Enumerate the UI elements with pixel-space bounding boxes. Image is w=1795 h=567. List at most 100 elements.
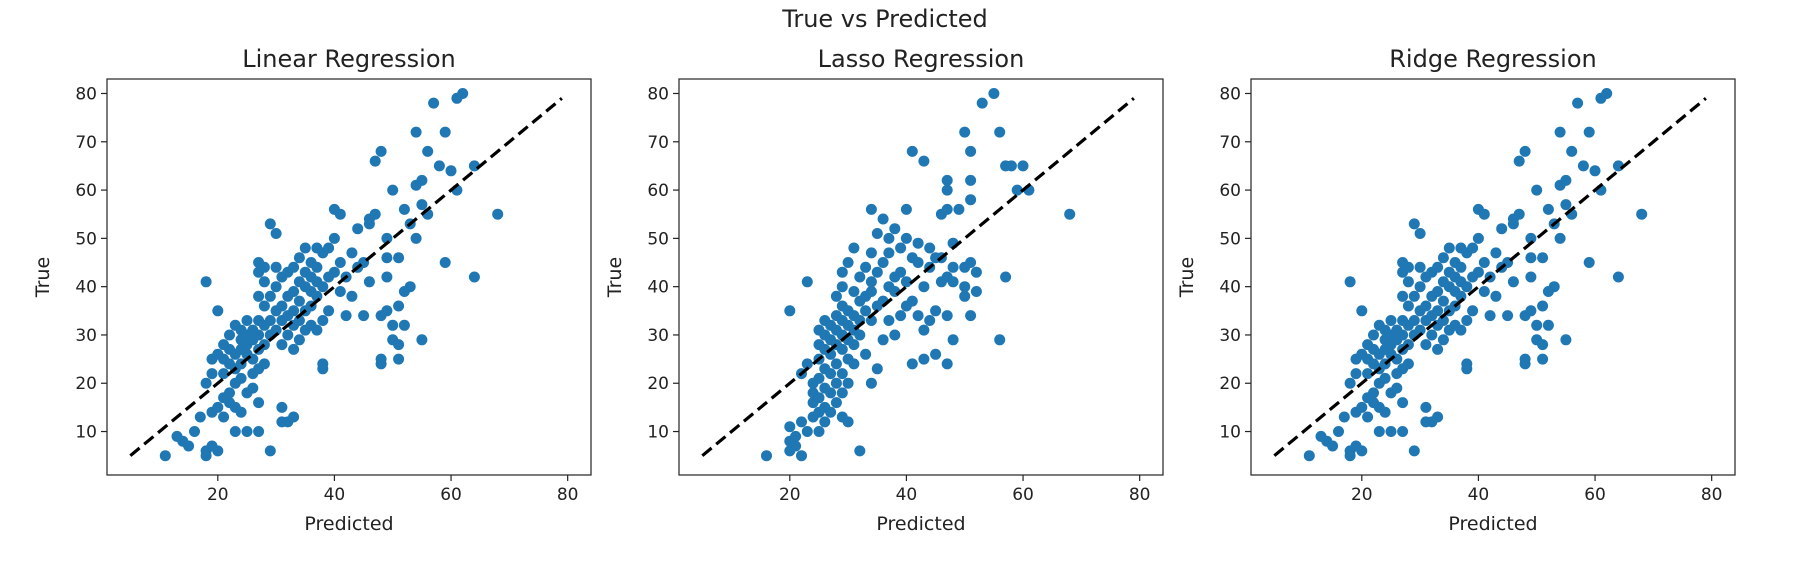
scatter-point: [334, 257, 346, 268]
y-tick-label: 10: [647, 423, 669, 443]
scatter-point: [422, 145, 434, 157]
scatter-point: [1478, 286, 1490, 297]
x-axis-label: Predicted: [304, 513, 393, 535]
scatter-point: [1408, 290, 1420, 302]
x-tick-label: 40: [324, 485, 346, 505]
scatter-point: [842, 377, 854, 389]
scatter-point: [1455, 324, 1467, 336]
scatter-point: [1420, 401, 1432, 413]
scatter-point: [1542, 203, 1554, 215]
subplot-3: Ridge Regression 20 40 60 80 10 20 30 40 50 60 70 80…: [1176, 45, 1736, 535]
x-tick-label: 40: [1468, 485, 1490, 505]
scatter-point: [825, 406, 837, 418]
scatter-point: [941, 184, 953, 196]
scatter-point: [293, 252, 305, 264]
scatter-point: [1344, 377, 1356, 389]
scatter-point: [994, 334, 1006, 346]
scatter-point: [293, 334, 305, 346]
scatter-point: [1344, 450, 1356, 462]
scatter-point: [1011, 184, 1023, 196]
scatter-point: [848, 286, 860, 297]
scatter-point: [865, 377, 877, 389]
scatter-point: [1583, 126, 1595, 138]
scatter-point: [1402, 300, 1414, 312]
scatter-point: [416, 174, 428, 186]
scatter-point: [1542, 319, 1554, 331]
scatter-point: [912, 237, 924, 249]
scatter-points: [1303, 88, 1648, 462]
scatter-point: [235, 372, 247, 384]
scatter-point: [1467, 242, 1479, 254]
scatter-point: [813, 392, 825, 404]
scatter-point: [854, 445, 866, 457]
scatter-point: [410, 232, 422, 244]
scatter-point: [194, 411, 206, 423]
scatter-point: [183, 440, 195, 452]
scatter-point: [801, 276, 813, 288]
scatter-point: [1373, 426, 1385, 437]
x-tick-label: 80: [557, 485, 579, 505]
scatter-point: [1572, 97, 1584, 109]
scatter-point: [276, 300, 288, 312]
scatter-point: [212, 445, 224, 457]
scatter-point: [1478, 208, 1490, 220]
scatter-point: [895, 310, 907, 322]
y-tick-label: 40: [1219, 278, 1241, 298]
scatter-point: [235, 406, 247, 418]
scatter-point: [1437, 295, 1449, 307]
scatter-point: [1408, 218, 1420, 230]
scatter-point: [416, 334, 428, 346]
subplot-1: Linear Regression 20 40 60 80 10 20 30 40 50 60 70 8…: [32, 45, 592, 535]
scatter-point: [1391, 382, 1403, 394]
scatter-point: [790, 430, 802, 442]
y-axis-label: True: [1176, 257, 1198, 298]
scatter-point: [445, 165, 457, 177]
scatter-point: [970, 286, 982, 297]
scatter-point: [988, 88, 1000, 99]
scatter-point: [1414, 324, 1426, 336]
scatter-point: [258, 300, 270, 312]
scatter-point: [836, 368, 848, 380]
scatter-point: [340, 310, 352, 322]
scatter-point: [1507, 276, 1519, 288]
scatter-point: [912, 257, 924, 268]
scatter-point: [1554, 126, 1566, 138]
scatter-point: [889, 223, 901, 235]
scatter-point: [941, 358, 953, 370]
scatter-point: [270, 261, 282, 273]
scatter-point: [1432, 305, 1444, 317]
scatter-point: [1385, 315, 1397, 326]
scatter-point: [288, 411, 300, 423]
scatter-point: [906, 145, 918, 157]
scatter-point: [1005, 160, 1017, 172]
scatter-point: [947, 276, 959, 288]
scatter-point: [393, 353, 405, 365]
scatter-point: [1577, 160, 1589, 172]
scatter-point: [200, 377, 212, 389]
scatter-point: [288, 286, 300, 297]
scatter-point: [965, 194, 977, 206]
scatter-point: [317, 315, 329, 326]
scatter-point: [871, 228, 883, 239]
scatter-point: [323, 242, 335, 254]
scatter-point: [247, 382, 259, 394]
scatter-point: [1426, 329, 1438, 341]
scatter-point: [994, 126, 1006, 138]
scatter-point: [1408, 315, 1420, 326]
scatter-point: [398, 319, 410, 331]
y-tick-label: 60: [75, 181, 97, 201]
scatter-point: [328, 232, 340, 244]
scatter-point: [900, 232, 912, 244]
scatter-point: [1490, 290, 1502, 302]
scatter-point: [1303, 450, 1315, 462]
scatter-point: [264, 315, 276, 326]
y-tick-label: 40: [75, 278, 97, 298]
scatter-point: [381, 232, 393, 244]
scatter-point: [941, 203, 953, 215]
scatter-point: [1000, 271, 1012, 283]
scatter-point: [865, 247, 877, 259]
scatter-point: [877, 213, 889, 225]
scatter-point: [1502, 310, 1514, 322]
scatter-point: [387, 319, 399, 331]
scatter-point: [468, 271, 480, 283]
